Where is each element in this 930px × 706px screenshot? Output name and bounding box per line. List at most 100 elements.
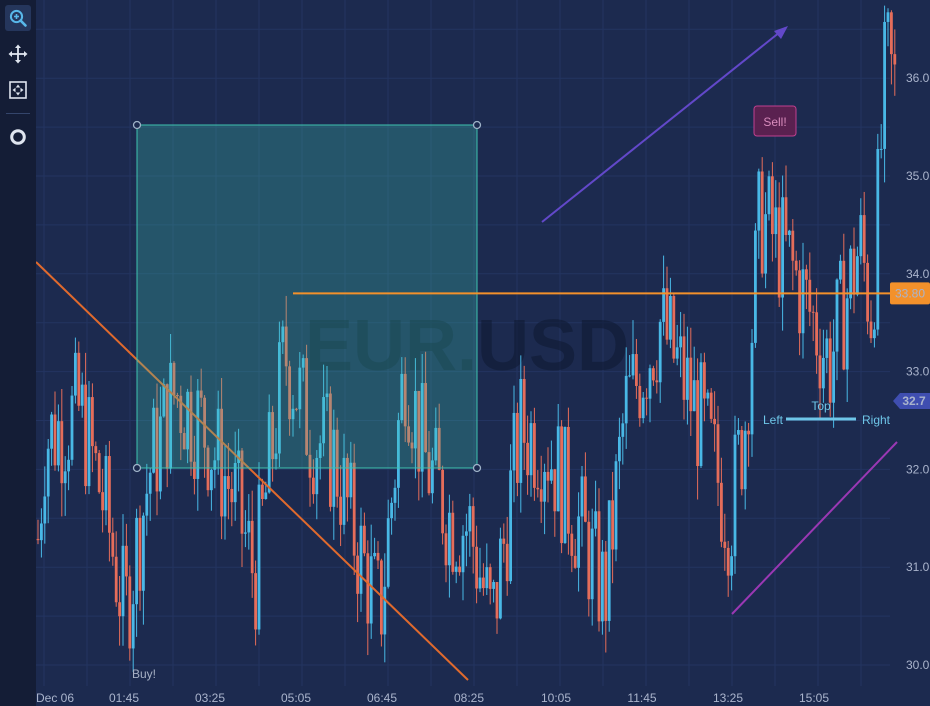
- candle-body: [740, 430, 744, 490]
- y-tick-label: 34.0: [906, 267, 930, 281]
- candle-body: [451, 512, 455, 572]
- horizontal-line-annotation[interactable]: Top Left Right: [763, 399, 891, 427]
- box-handle[interactable]: [132, 463, 142, 473]
- candle-body: [866, 262, 869, 322]
- candle-body: [689, 357, 693, 412]
- candle-body: [818, 355, 822, 389]
- candle-body: [145, 493, 149, 516]
- x-tick-label: 05:05: [281, 691, 311, 705]
- candle-body: [849, 248, 852, 299]
- candle-body: [604, 551, 608, 621]
- candle-body: [512, 412, 516, 471]
- candle-body: [645, 397, 648, 399]
- candle-body: [206, 447, 210, 491]
- candle-body: [315, 457, 319, 495]
- candle-body: [312, 477, 315, 495]
- candle-body: [883, 21, 886, 149]
- candle-body: [261, 484, 264, 500]
- candle-body: [50, 414, 53, 449]
- candle-body: [828, 338, 832, 403]
- candle-body: [138, 517, 142, 591]
- zoom-extents-tool-button[interactable]: [5, 77, 31, 103]
- x-tick-label: 01:45: [109, 691, 139, 705]
- price-line-badge: 33.80: [890, 282, 930, 305]
- y-axis[interactable]: 30.0 31.0 32.0 33.0 34.0 35.0 36.0: [906, 71, 930, 672]
- candle-body: [686, 357, 689, 400]
- buy-label[interactable]: Buy!: [132, 667, 156, 681]
- candle-body: [247, 520, 251, 533]
- candle-body: [142, 515, 145, 591]
- price-badge-box: [890, 282, 930, 305]
- candle-body: [726, 547, 730, 576]
- last-price-marker: 32.7: [893, 392, 930, 409]
- candle-body: [335, 429, 339, 497]
- candle-body: [67, 459, 70, 472]
- sell-annotation[interactable]: Sell!: [753, 105, 797, 137]
- candle-body: [682, 336, 686, 400]
- x-tick-label: 15:05: [799, 691, 829, 705]
- arrow-head-icon: [774, 26, 788, 39]
- candle-body: [410, 442, 414, 449]
- candle-body: [485, 567, 489, 589]
- candle-body: [587, 521, 591, 600]
- box-handle[interactable]: [472, 120, 482, 130]
- box-handle[interactable]: [472, 463, 482, 473]
- candle-body: [791, 230, 795, 261]
- candle-body: [665, 288, 669, 340]
- trend-line-up[interactable]: [731, 441, 898, 615]
- x-tick-label: Dec 06: [36, 691, 74, 705]
- candle-body: [533, 423, 536, 488]
- candle-body: [488, 567, 492, 589]
- candle-body: [431, 460, 434, 494]
- candle-body: [91, 397, 94, 447]
- candle-body: [886, 12, 890, 22]
- candle-body: [628, 375, 631, 377]
- trend-line-down[interactable]: [35, 261, 469, 681]
- x-tick-label: 03:25: [195, 691, 225, 705]
- candle-body: [703, 362, 706, 399]
- candle-body: [553, 469, 557, 512]
- candle-body: [556, 426, 560, 512]
- candle-body: [339, 496, 342, 525]
- sell-label-box: [753, 105, 797, 137]
- rollover-icon: [10, 129, 26, 145]
- rollover-tool-button[interactable]: [5, 124, 31, 150]
- candle-body: [662, 288, 665, 322]
- x-axis[interactable]: Dec 06 01:45 03:25 05:05 06:45 08:25 10:05 11:4…: [36, 691, 829, 705]
- candle-body: [750, 342, 754, 435]
- candle-body: [475, 546, 478, 589]
- candle-body: [114, 556, 118, 603]
- box-handle[interactable]: [132, 120, 142, 130]
- candle-body: [135, 517, 138, 605]
- candle-body: [223, 476, 227, 517]
- box-annotation[interactable]: [136, 124, 478, 469]
- candle-body: [679, 336, 682, 348]
- candle-body: [210, 469, 213, 491]
- candle-body: [60, 421, 64, 484]
- candle-body: [36, 538, 40, 541]
- candle-body: [737, 430, 740, 435]
- candle-body: [669, 296, 672, 340]
- candle-body: [716, 424, 720, 483]
- candle-body: [407, 426, 410, 443]
- candle-body: [53, 414, 57, 466]
- candle-body: [631, 354, 635, 376]
- candle-body: [172, 362, 176, 396]
- arrow-annotation[interactable]: [541, 27, 786, 223]
- pan-tool-button[interactable]: [5, 41, 31, 67]
- candle-body: [441, 469, 444, 534]
- candle-body: [264, 492, 268, 500]
- sell-label: Sell!: [763, 115, 786, 129]
- zoom-extents-icon: [9, 81, 27, 99]
- candle-body: [573, 555, 577, 568]
- zoom-tool-button[interactable]: [5, 5, 31, 31]
- line-label-top: Top: [811, 399, 831, 413]
- candle-body: [862, 215, 866, 263]
- candle-body: [322, 397, 325, 444]
- candle-body: [46, 448, 50, 497]
- candle-body: [652, 368, 655, 381]
- candle-body: [856, 256, 859, 295]
- candle-body: [329, 393, 332, 507]
- toolbar-separator: [6, 113, 30, 114]
